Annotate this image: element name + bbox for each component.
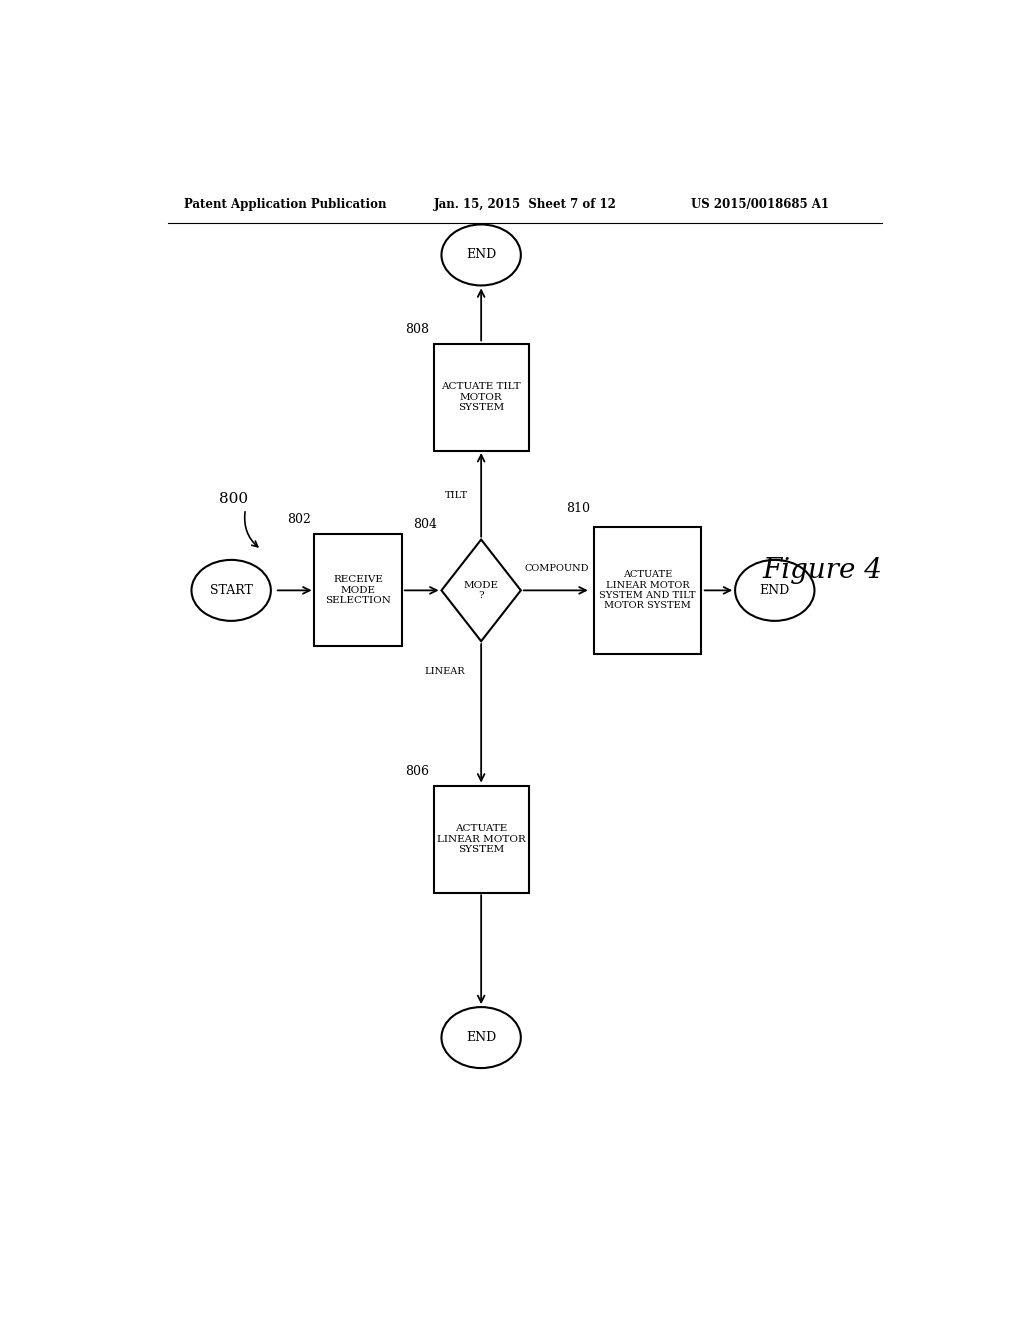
Text: 806: 806 xyxy=(406,764,430,777)
Bar xyxy=(433,785,528,892)
Text: 804: 804 xyxy=(414,519,437,532)
Bar xyxy=(314,535,401,647)
Text: RECEIVE
MODE
SELECTION: RECEIVE MODE SELECTION xyxy=(326,576,391,606)
Text: ACTUATE
LINEAR MOTOR
SYSTEM AND TILT
MOTOR SYSTEM: ACTUATE LINEAR MOTOR SYSTEM AND TILT MOT… xyxy=(599,570,696,610)
Text: Jan. 15, 2015  Sheet 7 of 12: Jan. 15, 2015 Sheet 7 of 12 xyxy=(433,198,616,211)
Text: START: START xyxy=(210,583,253,597)
Bar xyxy=(433,345,528,450)
Text: US 2015/0018685 A1: US 2015/0018685 A1 xyxy=(691,198,829,211)
Text: 808: 808 xyxy=(406,323,430,335)
Text: Patent Application Publication: Patent Application Publication xyxy=(183,198,386,211)
Text: Figure 4: Figure 4 xyxy=(763,557,883,583)
Text: END: END xyxy=(760,583,790,597)
Text: TILT: TILT xyxy=(444,491,468,500)
Text: END: END xyxy=(466,248,497,261)
Text: 800: 800 xyxy=(219,492,249,506)
Text: END: END xyxy=(466,1031,497,1044)
Text: 810: 810 xyxy=(566,502,590,515)
Text: COMPOUND: COMPOUND xyxy=(524,564,589,573)
Text: LINEAR: LINEAR xyxy=(425,667,465,676)
Text: ACTUATE
LINEAR MOTOR
SYSTEM: ACTUATE LINEAR MOTOR SYSTEM xyxy=(437,825,525,854)
Text: ACTUATE TILT
MOTOR
SYSTEM: ACTUATE TILT MOTOR SYSTEM xyxy=(441,383,521,412)
Text: MODE
?: MODE ? xyxy=(464,581,499,601)
Bar xyxy=(594,527,701,653)
Text: 802: 802 xyxy=(287,513,310,527)
